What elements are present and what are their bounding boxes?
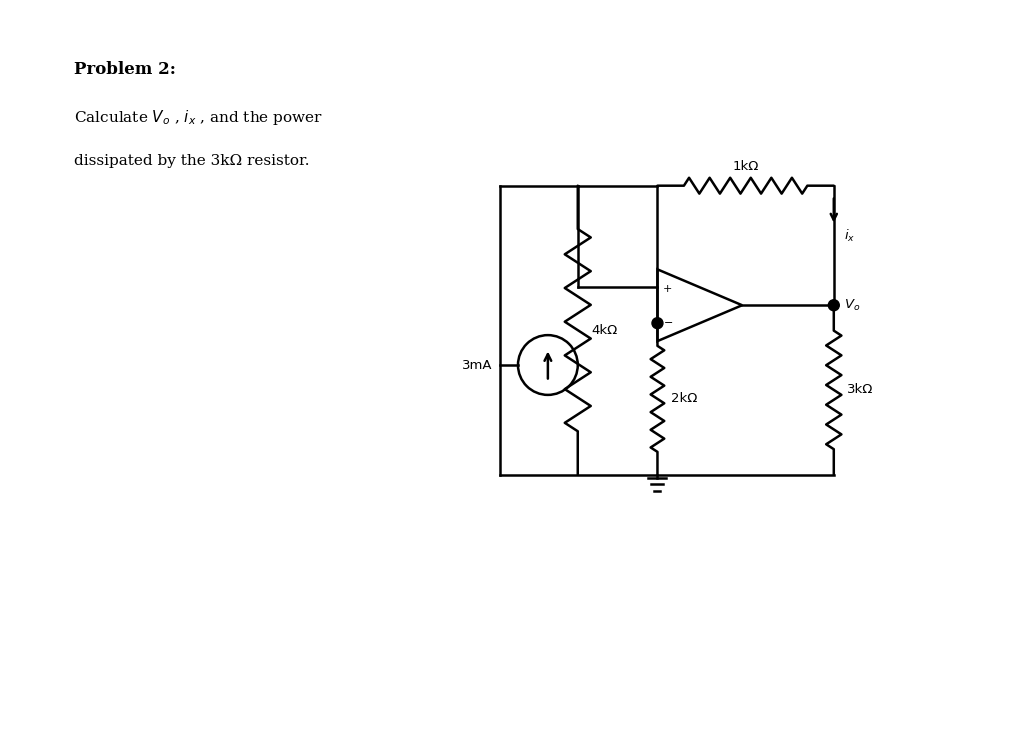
- Text: 3kΩ: 3kΩ: [847, 384, 873, 396]
- Text: +: +: [663, 284, 673, 295]
- Circle shape: [828, 300, 839, 311]
- Text: 2kΩ: 2kΩ: [672, 392, 697, 406]
- Text: $V_o$: $V_o$: [844, 298, 860, 313]
- Text: dissipated by the 3kΩ resistor.: dissipated by the 3kΩ resistor.: [74, 154, 309, 168]
- Text: $-$: $-$: [662, 316, 673, 326]
- Text: 1kΩ: 1kΩ: [732, 159, 759, 173]
- Text: Problem 2:: Problem 2:: [74, 61, 175, 78]
- Circle shape: [652, 318, 663, 329]
- Text: 4kΩ: 4kΩ: [591, 323, 618, 337]
- Text: Calculate $V_o$ , $i_x$ , and the power: Calculate $V_o$ , $i_x$ , and the power: [74, 108, 322, 127]
- Text: 3mA: 3mA: [461, 359, 492, 371]
- Text: $i_x$: $i_x$: [844, 228, 855, 243]
